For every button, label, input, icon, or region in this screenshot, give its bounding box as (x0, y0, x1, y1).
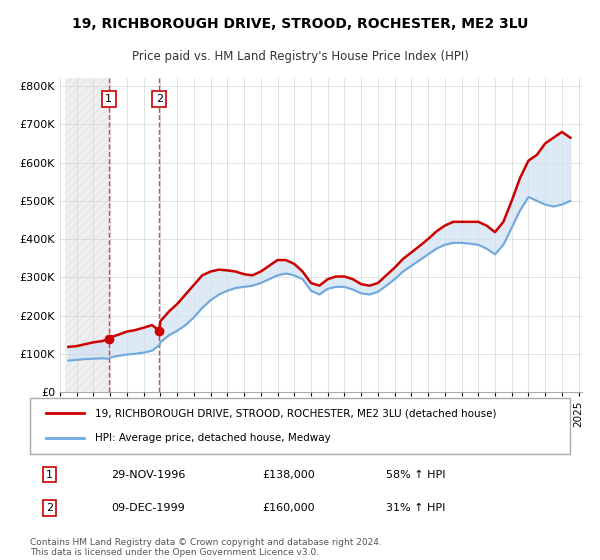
FancyBboxPatch shape (30, 398, 570, 454)
Text: 2: 2 (46, 503, 53, 513)
Text: 58% ↑ HPI: 58% ↑ HPI (386, 470, 446, 479)
Text: £138,000: £138,000 (262, 470, 315, 479)
Text: 29-NOV-1996: 29-NOV-1996 (111, 470, 185, 479)
Text: 1: 1 (105, 94, 112, 104)
Text: 19, RICHBOROUGH DRIVE, STROOD, ROCHESTER, ME2 3LU (detached house): 19, RICHBOROUGH DRIVE, STROOD, ROCHESTER… (95, 408, 496, 418)
Text: Contains HM Land Registry data © Crown copyright and database right 2024.
This d: Contains HM Land Registry data © Crown c… (30, 538, 382, 557)
Text: £160,000: £160,000 (262, 503, 315, 513)
Bar (65, 78, 109, 392)
Text: 09-DEC-1999: 09-DEC-1999 (111, 503, 185, 513)
Text: 1: 1 (46, 470, 53, 479)
Text: 19, RICHBOROUGH DRIVE, STROOD, ROCHESTER, ME2 3LU: 19, RICHBOROUGH DRIVE, STROOD, ROCHESTER… (72, 17, 528, 31)
Text: Price paid vs. HM Land Registry's House Price Index (HPI): Price paid vs. HM Land Registry's House … (131, 50, 469, 63)
Text: 2: 2 (155, 94, 163, 104)
Text: HPI: Average price, detached house, Medway: HPI: Average price, detached house, Medw… (95, 433, 331, 443)
Text: 31% ↑ HPI: 31% ↑ HPI (386, 503, 446, 513)
